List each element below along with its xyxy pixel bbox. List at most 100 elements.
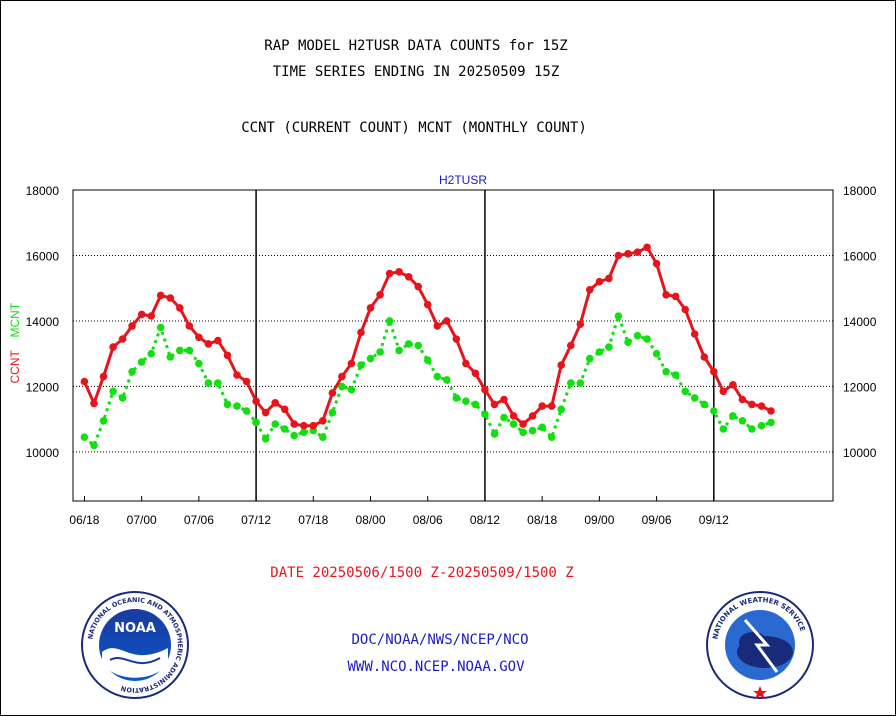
series-ccnt-point: [547, 402, 556, 410]
series-mcnt-point: [700, 400, 709, 409]
series-mcnt-point: [462, 397, 470, 406]
series-ccnt-point: [366, 304, 375, 312]
series-ccnt-point: [271, 399, 280, 407]
series-ccnt-point: [347, 359, 356, 368]
series-mcnt-point: [376, 348, 384, 356]
series-ccnt-point: [671, 292, 680, 301]
series-ccnt-point: [300, 421, 308, 430]
series-mcnt-point: [719, 425, 728, 433]
series-ccnt-point: [376, 291, 384, 299]
x-tick-label: 08/18: [527, 513, 557, 527]
x-tick-label: 08/12: [470, 513, 500, 527]
series-ccnt-point: [195, 333, 203, 342]
series-mcnt-point: [710, 407, 718, 415]
plot-frame: [72, 189, 834, 502]
series-mcnt-point: [338, 382, 346, 391]
series-mcnt-point: [614, 312, 623, 320]
series-mcnt-point: [567, 379, 575, 387]
x-tick-label: 09/00: [584, 513, 614, 527]
series-mcnt-point: [328, 408, 337, 417]
date-range-label: DATE 20250506/1500 Z-20250509/1500 Z: [270, 565, 574, 581]
series-mcnt-point: [252, 418, 260, 427]
series-ccnt-point: [214, 336, 222, 345]
series-ccnt-point: [748, 400, 756, 409]
series-ccnt-point: [309, 421, 318, 430]
series-mcnt-point: [748, 425, 756, 433]
series-ccnt-point: [681, 305, 689, 314]
series-mcnt-line: [83, 314, 772, 447]
series-ccnt-point: [156, 291, 165, 300]
series-ccnt-point: [576, 320, 585, 329]
x-tick-label: 07/00: [127, 513, 157, 527]
series-ccnt-point: [128, 322, 136, 330]
series-mcnt-point: [557, 405, 565, 414]
nws-logo: NATIONAL WEATHER SERVICE: [706, 591, 814, 699]
series-ccnt-point: [462, 359, 470, 368]
y-axis-label-mcnt: MCNT: [8, 302, 22, 337]
series-ccnt-point: [166, 294, 175, 302]
y-tick-label-left: 10000: [26, 446, 60, 460]
series-mcnt-point: [681, 387, 689, 396]
series-ccnt-point: [481, 385, 489, 394]
series-ccnt-point: [509, 412, 518, 420]
noaa-logo: NOAA NATIONAL OCEANIC AND ATMOSPHERIC AD…: [81, 591, 189, 699]
series-ccnt-point: [443, 317, 451, 325]
series-mcnt-point: [471, 400, 480, 409]
series-ccnt-point: [719, 387, 728, 396]
series-mcnt-point: [519, 428, 527, 437]
series-ccnt-point: [414, 282, 423, 291]
series-ccnt-point: [395, 268, 403, 276]
series-mcnt-point: [395, 346, 403, 355]
noaa-center-text: NOAA: [114, 621, 156, 636]
series-mcnt-point: [185, 346, 194, 355]
series-mcnt-point: [347, 385, 356, 394]
series-ccnt-point: [385, 269, 394, 278]
x-tick-label: 07/06: [184, 513, 214, 527]
series-ccnt-point: [595, 277, 604, 286]
series-ccnt-point: [433, 322, 442, 330]
y-tick-label-right: 14000: [843, 315, 877, 329]
chart-header-subtitle: TIME SERIES ENDING IN 20250509 15Z: [272, 64, 560, 80]
x-tick-label: 07/12: [241, 513, 271, 527]
series-ccnt-point: [643, 243, 651, 252]
series-mcnt-point: [690, 394, 699, 402]
chart-title: H2TUSR: [439, 173, 487, 187]
series-ccnt-point: [757, 402, 766, 410]
series-mcnt-point: [214, 379, 222, 387]
series-mcnt-point: [242, 407, 251, 415]
x-tick-label: 08/00: [356, 513, 386, 527]
series-mcnt-point: [233, 402, 241, 410]
series-ccnt-point: [185, 322, 194, 330]
series-ccnt-point: [319, 417, 327, 425]
series-ccnt-point: [710, 367, 718, 376]
series-ccnt-point: [519, 420, 527, 428]
series-mcnt-point: [109, 387, 117, 396]
series-mcnt-point: [652, 349, 661, 358]
series-ccnt-point: [137, 310, 146, 319]
series-ccnt-point: [614, 251, 623, 260]
series-ccnt-point: [700, 353, 709, 361]
series-ccnt-point: [118, 335, 127, 343]
series-mcnt-point: [671, 371, 680, 379]
series-ccnt-point: [738, 395, 747, 404]
series-mcnt-point: [738, 417, 747, 425]
series-ccnt-point: [605, 274, 613, 283]
y-tick-label-right: 12000: [843, 380, 877, 394]
series-mcnt-point: [595, 348, 604, 356]
series-ccnt-point: [652, 259, 661, 268]
x-tick-label: 08/06: [413, 513, 443, 527]
series-mcnt-point: [223, 400, 232, 409]
website-link[interactable]: WWW.NCO.NCEP.NOAA.GOV: [347, 659, 525, 675]
x-tick-label: 09/12: [699, 513, 729, 527]
series-mcnt-point: [90, 441, 98, 450]
org-label: DOC/NOAA/NWS/NCEP/NCO: [351, 632, 529, 648]
series-ccnt-point: [233, 371, 241, 379]
series-mcnt-point: [767, 418, 775, 427]
series-ccnt-point: [404, 273, 413, 281]
y-tick-label-right: 18000: [843, 184, 877, 198]
series-ccnt-point: [109, 343, 117, 351]
series-mcnt-point: [414, 341, 423, 350]
series-mcnt-point: [633, 331, 642, 340]
series-ccnt-point: [261, 408, 270, 417]
series-mcnt-point: [80, 433, 89, 442]
